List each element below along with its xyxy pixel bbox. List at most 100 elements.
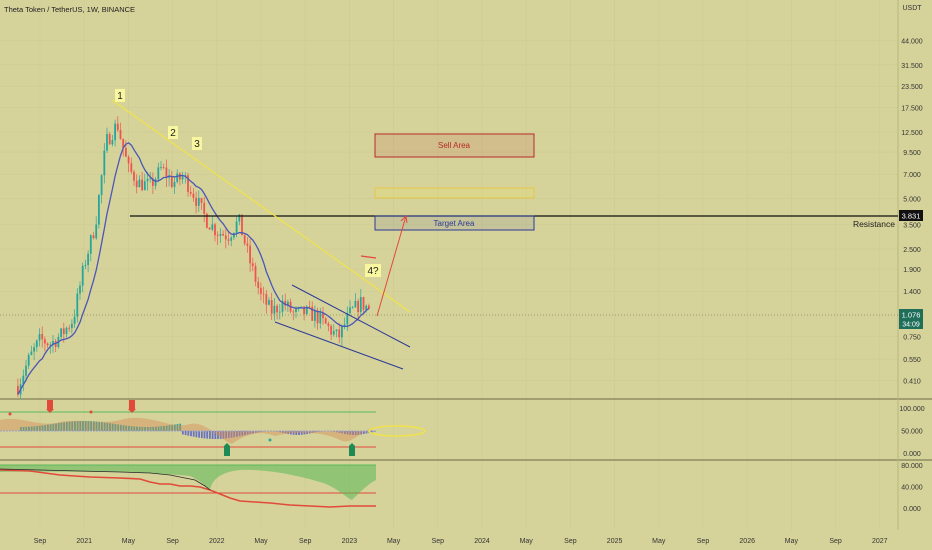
candle: [162, 167, 165, 168]
osc1-bar: [222, 431, 225, 439]
moving-average-line: [17, 142, 370, 395]
osc1-bar: [257, 431, 260, 433]
oscillator-pane-1[interactable]: [0, 400, 426, 456]
candlestick-series: [17, 116, 370, 400]
osc1-dot: [8, 412, 12, 416]
time-tick-label: 2021: [76, 538, 92, 545]
candle: [368, 305, 370, 309]
candle: [133, 171, 135, 181]
candle: [106, 133, 108, 151]
osc2-green-area: [0, 465, 376, 500]
candle: [222, 233, 224, 236]
candle: [365, 305, 368, 310]
osc1-bar: [125, 425, 128, 431]
wave-label-4: 4?: [365, 264, 381, 277]
osc1-bar: [227, 431, 230, 439]
candle: [98, 195, 100, 225]
osc1-bar: [117, 424, 119, 431]
candle: [351, 307, 354, 309]
candle: [46, 343, 49, 346]
candle: [292, 311, 295, 313]
osc1-bar: [146, 426, 149, 431]
price-axis-unit: USDT: [902, 5, 922, 12]
osc1-tick-label: 100.000: [899, 406, 924, 413]
osc1-bar: [344, 431, 346, 434]
candle: [241, 214, 243, 236]
candle: [130, 163, 133, 172]
candle: [35, 340, 38, 348]
wave-label-1: 1: [115, 89, 125, 102]
candle: [235, 221, 238, 233]
candle: [316, 310, 319, 324]
osc1-bar: [284, 431, 287, 434]
time-axis[interactable]: Sep 2021 May Sep 2022 May Sep 2023 May Sep 2024 May…: [34, 538, 888, 545]
osc1-tick-label: 50.000: [901, 429, 923, 436]
intermediate-zone[interactable]: [374, 187, 535, 199]
candle: [30, 351, 33, 355]
candle: [143, 181, 146, 191]
osc1-bar: [41, 425, 44, 431]
price-tick-label: 2.500: [903, 247, 921, 254]
osc1-buy-marker: [224, 443, 230, 456]
candle: [278, 311, 281, 313]
osc1-bar: [206, 431, 209, 439]
candle: [108, 133, 111, 145]
candle: [273, 305, 276, 314]
price-pane[interactable]: Resistance Sell Area Target Area 1 2 3: [0, 5, 898, 400]
osc1-bar: [71, 421, 74, 431]
osc1-bar: [295, 431, 298, 435]
candle: [324, 318, 327, 324]
candle: [122, 138, 125, 149]
candle: [243, 235, 246, 244]
candle: [125, 148, 127, 157]
candle: [246, 243, 249, 246]
time-tick-label: May: [254, 538, 268, 545]
candle: [68, 327, 71, 329]
candle: [179, 173, 181, 180]
osc1-sell-marker: [128, 400, 136, 413]
price-tick-label: 5.000: [903, 197, 921, 204]
osc1-bar: [252, 431, 254, 434]
time-tick-label: 2023: [342, 538, 358, 545]
osc1-bar: [211, 431, 214, 439]
candle: [17, 386, 19, 395]
osc1-bar: [230, 431, 233, 438]
osc1-bar: [57, 423, 60, 431]
osc1-bar: [349, 431, 352, 435]
oscillator-pane-2[interactable]: [0, 464, 376, 508]
osc1-bar: [287, 431, 290, 434]
svg-text:1: 1: [117, 91, 123, 102]
osc1-highlight-ellipse: [368, 425, 426, 437]
candle: [262, 293, 265, 295]
candle: [284, 300, 287, 306]
candle: [157, 167, 160, 180]
time-tick-label: May: [520, 538, 534, 545]
candle: [281, 300, 284, 312]
candle: [338, 329, 341, 338]
sell-area-zone[interactable]: [374, 133, 535, 158]
osc1-bar: [249, 431, 252, 434]
price-tick-label: 1.900: [903, 267, 921, 274]
candle: [287, 301, 289, 306]
osc1-bar: [33, 426, 36, 431]
price-tick-label: 7.000: [903, 172, 921, 179]
candle: [214, 224, 216, 236]
candle: [303, 306, 305, 315]
osc1-bar: [184, 431, 187, 436]
osc1-bar: [119, 424, 122, 431]
candle: [349, 307, 351, 314]
time-tick-label: 2025: [607, 538, 623, 545]
osc1-bar: [371, 431, 373, 433]
osc2-red-line: [0, 469, 376, 508]
target-area-zone[interactable]: [374, 215, 535, 231]
candle: [300, 306, 303, 308]
osc1-bar: [138, 426, 141, 431]
osc1-bar: [122, 425, 125, 431]
osc1-bar: [111, 423, 114, 431]
price-tick-label: 1.400: [903, 289, 921, 296]
candle: [208, 227, 211, 230]
price-axis[interactable]: 44.000 31.500 23.500 17.500 12.500 9.500 7.000…: [901, 39, 923, 386]
candle: [254, 266, 257, 282]
